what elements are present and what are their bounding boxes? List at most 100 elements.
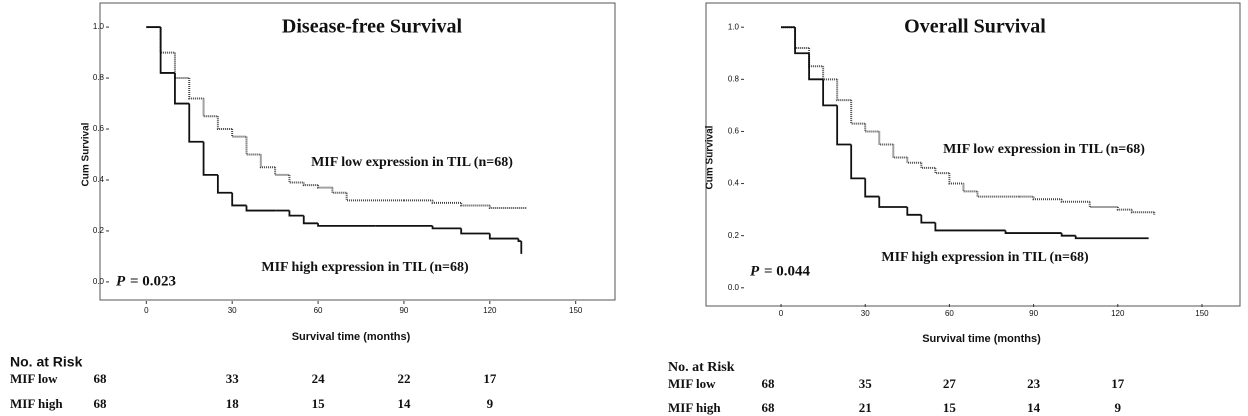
risk-title: No. at Risk — [10, 354, 83, 370]
survival-step — [794, 27, 810, 55]
survival-step — [488, 233, 519, 240]
survival-step — [317, 223, 376, 227]
km-panel: Disease-free Survival Cum Survival Surviva… — [10, 2, 616, 411]
survival-step — [864, 178, 880, 198]
p-symbol: P — [750, 263, 760, 279]
x-tick-label: 60 — [314, 306, 323, 315]
risk-row-label: MIF low — [10, 371, 58, 386]
x-tick-label: 0 — [144, 306, 149, 315]
risk-count: 9 — [487, 396, 494, 411]
survival-step — [188, 103, 204, 143]
survival-step — [878, 131, 894, 146]
survival-step — [906, 157, 922, 164]
y-tick-label: 0.0 — [728, 283, 740, 292]
survival-step — [976, 191, 1020, 198]
survival-step — [934, 222, 978, 232]
x-tick-label: 90 — [399, 306, 408, 315]
survival-step — [1004, 230, 1062, 234]
survival-step — [878, 196, 908, 208]
y-tick-label: 0.8 — [93, 73, 105, 82]
survival-step — [302, 215, 319, 225]
survival-step — [331, 187, 347, 194]
survival-step — [245, 136, 261, 156]
x-tick-label: 30 — [861, 309, 870, 318]
x-tick-label: 150 — [1195, 309, 1209, 318]
x-tick-label: 60 — [945, 309, 954, 318]
survival-step — [159, 27, 175, 54]
survival-step — [274, 167, 290, 176]
risk-count: 27 — [943, 376, 957, 391]
risk-count: 35 — [859, 376, 873, 391]
survival-step — [808, 53, 824, 81]
risk-row-label: MIF high — [668, 400, 721, 415]
survival-step — [920, 162, 936, 169]
risk-count: 17 — [1111, 376, 1125, 391]
y-tick-label: 1.0 — [93, 22, 105, 31]
survival-step — [948, 173, 964, 185]
survival-step — [822, 79, 838, 107]
survival-step — [892, 144, 908, 159]
survival-step — [460, 202, 490, 207]
risk-count: 22 — [397, 371, 410, 386]
chart-title: Disease-free Survival — [282, 16, 463, 38]
risk-count: 15 — [943, 400, 957, 415]
p-value: = 0.044 — [764, 263, 811, 279]
p-symbol: P — [116, 273, 126, 289]
survival-step — [517, 238, 522, 243]
x-tick-label: 120 — [1111, 309, 1125, 318]
survival-step — [202, 141, 218, 176]
risk-count: 18 — [226, 396, 240, 411]
x-tick-label: 120 — [483, 306, 497, 315]
y-tick-label: 0.6 — [93, 124, 105, 133]
survival-step — [808, 48, 824, 68]
x-tick-label: 30 — [228, 306, 237, 315]
survival-step — [231, 192, 247, 207]
x-axis-label: Survival time (months) — [292, 331, 411, 343]
survival-step — [317, 185, 333, 189]
x-tick-label: 150 — [569, 306, 583, 315]
risk-count: 14 — [1027, 400, 1041, 415]
risk-title: No. at Risk — [668, 360, 735, 375]
p-value: = 0.023 — [130, 273, 176, 289]
x-axis-label: Survival time (months) — [922, 333, 1041, 345]
survival-step — [345, 192, 404, 202]
y-tick-label: 0.0 — [93, 277, 105, 286]
chart-title: Overall Survival — [904, 16, 1046, 38]
km-panel: Overall Survival Cum Survival Survival tim… — [668, 2, 1241, 415]
risk-row-label: MIF low — [668, 376, 716, 391]
survival-step — [302, 182, 319, 187]
survival-step — [159, 27, 175, 74]
plot-frame — [99, 2, 616, 301]
survival-step — [920, 214, 936, 224]
risk-count: 21 — [859, 400, 872, 415]
survival-step — [864, 123, 880, 133]
survival-step — [1060, 233, 1076, 237]
risk-count: 17 — [483, 371, 497, 386]
survival-step — [850, 100, 866, 125]
survival-step — [1032, 196, 1062, 201]
risk-count: 68 — [762, 400, 776, 415]
survival-step — [231, 129, 247, 138]
survival-step — [431, 200, 462, 204]
survival-step — [1074, 235, 1149, 240]
survival-step — [216, 116, 233, 131]
risk-count: 23 — [1027, 376, 1041, 391]
survival-step — [174, 72, 190, 105]
y-tick-label: 0.6 — [728, 127, 740, 136]
risk-row-label: MIF high — [10, 396, 63, 411]
survival-step — [934, 167, 950, 175]
survival-step — [962, 183, 978, 193]
survival-step — [259, 154, 276, 169]
survival-step — [822, 66, 838, 81]
series-label: MIF high expression in TIL (n=68) — [261, 260, 469, 275]
survival-step — [216, 174, 233, 194]
survival-step — [173, 52, 190, 80]
y-tick-label: 0.2 — [728, 231, 740, 240]
series-label: MIF low expression in TIL (n=68) — [311, 155, 513, 170]
survival-step — [906, 207, 922, 216]
survival-step — [794, 27, 810, 50]
survival-step — [1060, 199, 1090, 203]
survival-step — [1088, 201, 1118, 209]
